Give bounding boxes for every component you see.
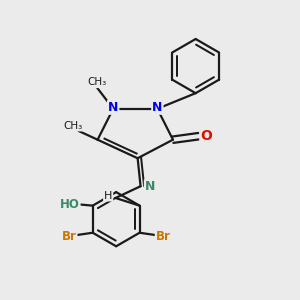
Text: Br: Br xyxy=(62,230,76,243)
Text: N: N xyxy=(145,180,155,193)
Text: N: N xyxy=(152,101,163,114)
Text: Br: Br xyxy=(156,230,171,243)
Text: HO: HO xyxy=(60,198,80,211)
Text: O: O xyxy=(200,129,212,143)
Text: N: N xyxy=(108,101,119,114)
Text: H: H xyxy=(104,190,112,201)
Text: CH₃: CH₃ xyxy=(63,121,82,130)
Text: CH₃: CH₃ xyxy=(87,77,106,87)
